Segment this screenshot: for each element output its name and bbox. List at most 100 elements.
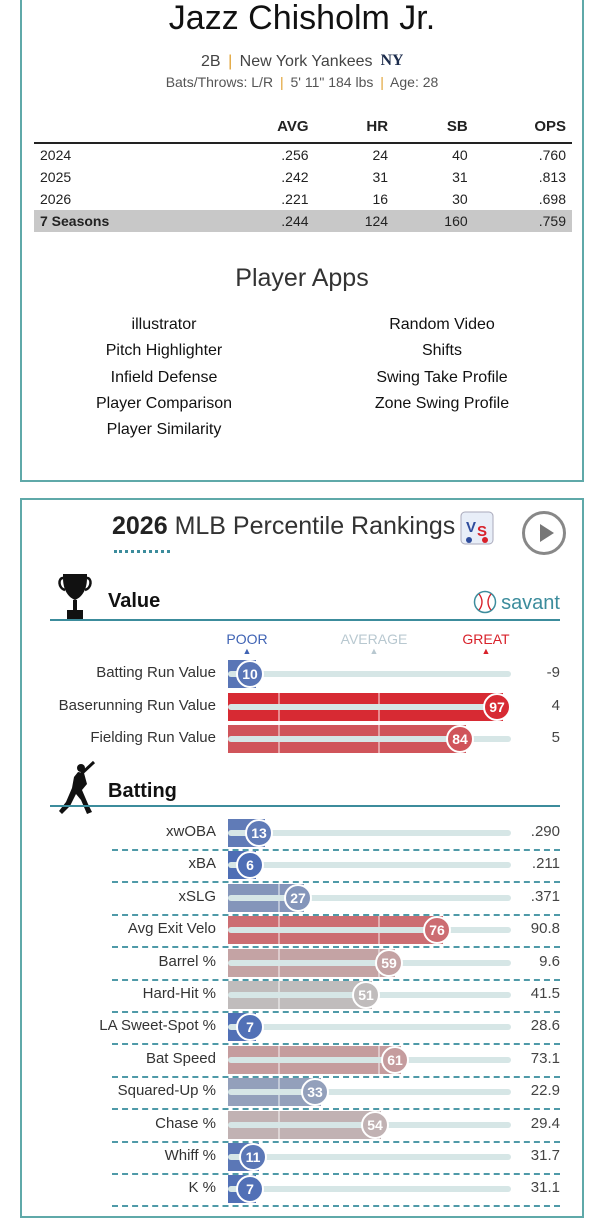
percentile-track [228, 1089, 511, 1096]
percentile-row[interactable]: Baserunning Run Value 97 4 [22, 692, 582, 722]
percentile-row[interactable]: LA Sweet-Spot % 7 28.6 [22, 1012, 582, 1042]
percentile-row[interactable]: Barrel % 59 9.6 [22, 948, 582, 978]
percentile-bubble: 84 [446, 725, 474, 753]
table-row: 2024 .256 24 40 .760 [40, 147, 566, 163]
scale-poor: POOR ▲ [226, 631, 268, 656]
value-section-header: Value savant [50, 566, 560, 626]
vs-compare-icon[interactable]: V S [460, 511, 494, 550]
metric-name: Bat Speed [145, 1049, 216, 1067]
player-team[interactable]: New York Yankees [239, 53, 373, 70]
percentile-track [228, 1154, 511, 1160]
metric-name: Avg Exit Velo [127, 920, 216, 938]
metric-value: .211 [531, 855, 560, 873]
row-divider [112, 1205, 560, 1208]
percentile-row[interactable]: Avg Exit Velo 76 90.8 [22, 915, 582, 945]
apps-list-left: illustrator Pitch Highlighter Infield De… [34, 312, 294, 443]
row-divider [112, 881, 560, 884]
yankees-logo-icon: NY [380, 48, 404, 76]
metric-name: xSLG [178, 887, 216, 905]
percentile-bubble: 27 [284, 883, 312, 912]
app-link[interactable]: Pitch Highlighter [105, 342, 223, 360]
metric-value: 28.6 [530, 1017, 560, 1035]
row-divider [112, 1173, 560, 1175]
bats-throws: Bats/Throws: L/R [165, 74, 274, 90]
percentile-bubble: 97 [483, 692, 511, 721]
metric-name: Hard-Hit % [142, 985, 216, 1002]
percentile-bubble: 61 [381, 1045, 409, 1074]
app-link[interactable]: Random Video [389, 316, 495, 333]
percentile-track [228, 830, 511, 836]
metric-value: 41.5 [530, 985, 560, 1002]
table-total-row: 7 Seasons .244 124 160 .759 [34, 210, 572, 232]
stats-header: OPS [473, 111, 572, 144]
percentile-row[interactable]: Chase % 54 29.4 [22, 1110, 582, 1140]
metric-value: .290 [530, 823, 560, 840]
metric-value: 4 [551, 696, 560, 714]
play-video-button[interactable] [522, 511, 566, 555]
percentile-track [228, 894, 511, 901]
percentile-bubble: 6 [236, 851, 264, 880]
percentile-track [228, 671, 511, 677]
percentile-bubble: 51 [352, 981, 380, 1009]
percentile-row[interactable]: Squared-Up % 33 22.9 [22, 1077, 582, 1107]
metric-value: 9.6 [539, 952, 560, 970]
separator: | [228, 53, 233, 70]
percentile-row[interactable]: K % 7 31.1 [22, 1174, 582, 1204]
metric-name: xBA [188, 855, 216, 873]
metric-value: .371 [530, 887, 560, 905]
metric-value: 29.4 [530, 1114, 560, 1132]
app-link[interactable]: illustrator [131, 316, 197, 333]
height-weight: 5' 11" 184 lbs [290, 74, 374, 90]
percentile-row[interactable]: xwOBA 13 .290 [22, 818, 582, 848]
app-link[interactable]: Infield Defense [110, 368, 218, 386]
section-rule [50, 805, 560, 807]
player-age: Age: 28 [390, 74, 439, 90]
value-section-label: Value [108, 590, 161, 612]
metric-name: LA Sweet-Spot % [99, 1017, 216, 1035]
metric-name: Chase % [155, 1114, 216, 1132]
percentile-track [228, 1024, 511, 1031]
percentile-row[interactable]: Whiff % 11 31.7 [22, 1142, 582, 1172]
table-row: 2026 .221 16 30 .698 [40, 191, 566, 207]
app-link[interactable]: Player Comparison [95, 394, 233, 412]
stats-header: HR [314, 111, 395, 144]
app-link[interactable]: Zone Swing Profile [374, 394, 510, 412]
stats-header [34, 111, 217, 144]
scale-average: AVERAGE ▲ [340, 631, 408, 656]
app-link[interactable]: Shifts [421, 342, 462, 360]
row-divider [112, 1011, 560, 1013]
stats-header-row: AVG HR SB OPS [34, 111, 572, 144]
svg-text:V: V [466, 519, 476, 536]
svg-text:NY: NY [381, 52, 403, 69]
row-divider [112, 946, 560, 949]
scale-great: GREAT ▲ [462, 631, 510, 656]
percentile-row[interactable]: Hard-Hit % 51 41.5 [22, 980, 582, 1010]
player-position: 2B [201, 53, 221, 70]
row-divider [112, 913, 560, 916]
metric-name: Baserunning Run Value [58, 696, 216, 714]
percentile-bubble: 7 [236, 1013, 264, 1042]
metric-name: xwOBA [165, 823, 216, 840]
percentile-bubble: 7 [236, 1175, 264, 1204]
percentile-year: 2026 [112, 512, 168, 540]
savant-brand[interactable]: savant [473, 590, 560, 620]
percentile-row[interactable]: Batting Run Value 10 -9 [22, 659, 582, 689]
row-divider [112, 1108, 560, 1111]
metric-name: Whiff % [164, 1147, 216, 1164]
percentile-row[interactable]: xSLG 27 .371 [22, 883, 582, 913]
app-link[interactable]: Swing Take Profile [376, 368, 508, 386]
percentile-row[interactable]: Fielding Run Value 84 5 [22, 724, 582, 754]
stats-table: AVG HR SB OPS 2024 .256 24 40 .760 2025 … [34, 111, 572, 232]
percentile-track [228, 703, 511, 710]
percentile-title: 2026 MLB Percentile Rankings [112, 512, 456, 540]
player-bio: Bats/Throws: L/R | 5' 11" 184 lbs | Age:… [165, 74, 439, 90]
metric-value: 31.7 [530, 1147, 560, 1164]
percentile-row[interactable]: xBA 6 .211 [22, 850, 582, 880]
percentile-bubble: 10 [236, 660, 264, 688]
percentile-row[interactable]: Bat Speed 61 73.1 [22, 1045, 582, 1075]
row-divider [112, 849, 560, 851]
batting-section-header: Batting [50, 756, 560, 816]
player-card: Jazz Chisholm Jr. 2B | New York Yankees … [20, 0, 584, 482]
row-divider [112, 978, 560, 981]
app-link[interactable]: Player Similarity [106, 421, 222, 439]
